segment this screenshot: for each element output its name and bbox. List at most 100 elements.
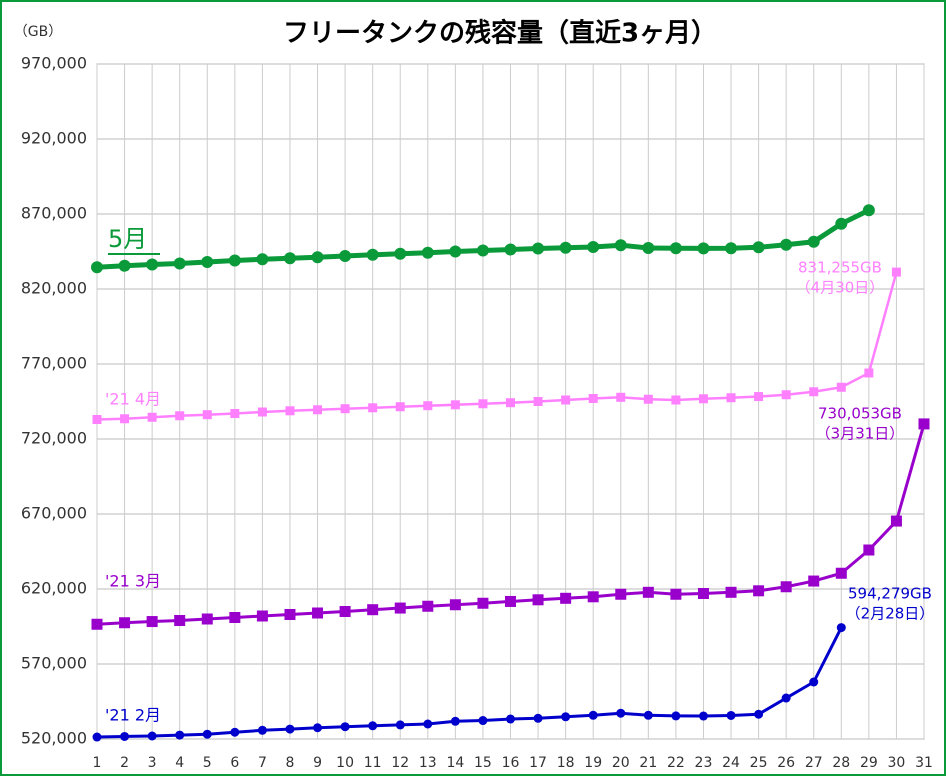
marker xyxy=(476,244,489,257)
y-tick-label: 620,000 xyxy=(21,579,87,598)
marker xyxy=(587,241,600,253)
x-tick-label: 30 xyxy=(888,755,906,771)
marker xyxy=(807,235,820,248)
marker xyxy=(256,253,269,266)
marker xyxy=(311,251,324,264)
marker xyxy=(725,586,737,598)
marker xyxy=(368,403,378,413)
series-line xyxy=(96,271,898,421)
value-label: 594,279GB xyxy=(848,585,932,603)
marker xyxy=(449,245,462,258)
x-tick-label: 4 xyxy=(175,755,184,771)
x-tick-label: 22 xyxy=(667,755,685,771)
marker xyxy=(313,723,323,733)
x-tick-label: 21 xyxy=(639,755,657,771)
marker xyxy=(312,607,324,619)
marker xyxy=(478,399,488,409)
marker xyxy=(643,710,653,720)
marker xyxy=(202,410,212,420)
x-tick-label: 13 xyxy=(419,755,437,771)
x-tick-label: 10 xyxy=(336,755,354,771)
marker xyxy=(643,394,653,404)
marker xyxy=(394,247,407,260)
marker xyxy=(423,401,433,411)
series-label: '21 3月 xyxy=(105,572,161,591)
x-tick-label: 17 xyxy=(529,755,547,771)
x-tick-label: 28 xyxy=(832,755,850,771)
marker xyxy=(671,711,681,721)
marker xyxy=(147,412,157,422)
marker xyxy=(146,258,159,271)
x-tick-label: 9 xyxy=(313,755,322,771)
marker xyxy=(395,720,405,730)
x-tick-label: 27 xyxy=(805,755,823,771)
x-tick-label: 26 xyxy=(777,755,795,771)
marker xyxy=(753,585,765,597)
marker xyxy=(780,238,793,251)
marker xyxy=(506,714,515,724)
marker xyxy=(421,246,434,259)
marker xyxy=(560,592,572,604)
series-label: '21 4月 xyxy=(105,390,161,409)
y-tick-label: 920,000 xyxy=(21,129,87,148)
marker xyxy=(615,588,627,600)
marker xyxy=(864,368,874,378)
marker xyxy=(642,586,654,598)
x-tick-label: 15 xyxy=(474,755,492,771)
marker xyxy=(340,722,350,732)
marker xyxy=(230,409,240,418)
x-tick-label: 29 xyxy=(860,755,878,771)
x-tick-label: 25 xyxy=(750,755,768,771)
marker xyxy=(478,716,488,726)
marker xyxy=(588,710,598,720)
x-tick-label: 5 xyxy=(203,755,212,771)
marker xyxy=(616,708,626,718)
marker xyxy=(836,382,846,392)
marker xyxy=(340,404,350,414)
x-tick-label: 23 xyxy=(695,755,713,771)
marker xyxy=(92,732,102,742)
marker xyxy=(506,398,515,408)
marker xyxy=(283,252,296,265)
x-tick-label: 8 xyxy=(286,755,295,771)
series-label: 5月 xyxy=(108,225,147,253)
marker xyxy=(698,394,708,404)
y-unit: （GB） xyxy=(14,24,62,40)
marker xyxy=(809,387,819,397)
x-tick-label: 16 xyxy=(502,755,520,771)
x-tick-label: 3 xyxy=(148,755,157,771)
marker xyxy=(808,575,820,587)
marker xyxy=(118,259,131,272)
y-tick-label: 820,000 xyxy=(21,279,87,298)
y-tick-label: 570,000 xyxy=(21,654,87,673)
marker xyxy=(147,731,157,741)
marker xyxy=(367,604,379,616)
x-tick-label: 6 xyxy=(230,755,239,771)
x-tick-label: 19 xyxy=(584,755,602,771)
marker xyxy=(725,242,738,255)
marker xyxy=(781,390,791,400)
marker xyxy=(256,610,268,622)
marker xyxy=(450,716,460,726)
marker xyxy=(284,609,296,620)
y-tick-label: 720,000 xyxy=(21,429,87,448)
marker xyxy=(697,588,709,599)
marker xyxy=(119,617,131,629)
marker xyxy=(477,597,489,609)
marker xyxy=(891,267,901,277)
marker xyxy=(423,719,433,729)
x-tick-label: 1 xyxy=(93,755,102,771)
marker xyxy=(395,402,405,412)
marker xyxy=(285,724,295,734)
series-label: '21 2月 xyxy=(105,706,161,725)
marker xyxy=(642,242,655,255)
x-tick-label: 18 xyxy=(557,755,575,771)
marker xyxy=(561,395,571,405)
marker xyxy=(120,731,130,741)
marker xyxy=(91,618,103,630)
marker xyxy=(780,581,792,593)
marker xyxy=(559,241,572,254)
x-tick-label: 11 xyxy=(364,755,382,771)
marker xyxy=(394,602,406,614)
